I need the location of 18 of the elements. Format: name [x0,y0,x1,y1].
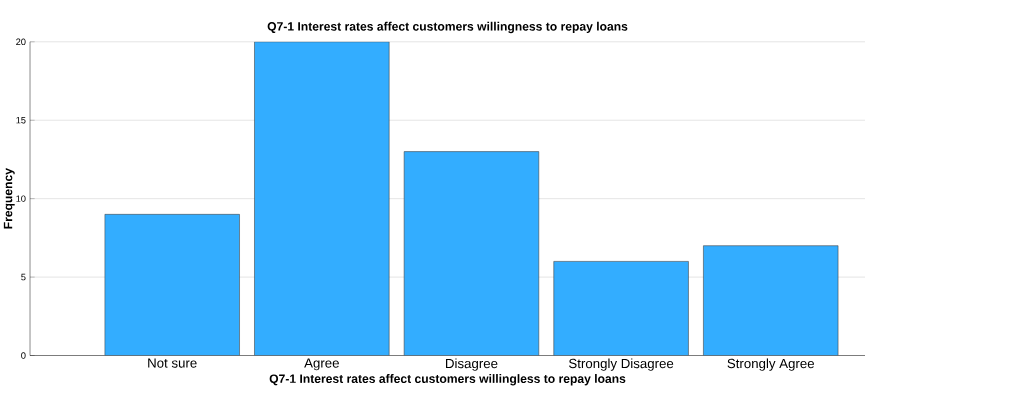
chart-title: Q7-1 Interest rates affect customers willingness to repay loans [267,21,628,34]
x-tick-label: Strongly Agree [727,358,814,371]
x-tick-label: Agree [304,358,339,371]
x-tick-label: Strongly Disagree [569,358,674,371]
x-axis-title: Q7-1 Interest rates affect customers willingless to repay loans [269,373,626,386]
bar [254,41,390,356]
y-tick-label: 20 [16,38,26,45]
y-axis-title: Frequency [3,168,15,229]
x-tick-label: Not sure [148,358,197,368]
y-tick-label: 10 [16,195,26,202]
x-tick-label: Disagree [446,358,498,371]
bar [104,213,240,356]
bar [403,151,540,356]
y-tick-label: 0 [21,352,26,359]
y-tick-label: 5 [21,273,26,281]
bar [553,261,689,356]
y-tick-label: 15 [16,116,26,124]
bar [703,245,839,356]
